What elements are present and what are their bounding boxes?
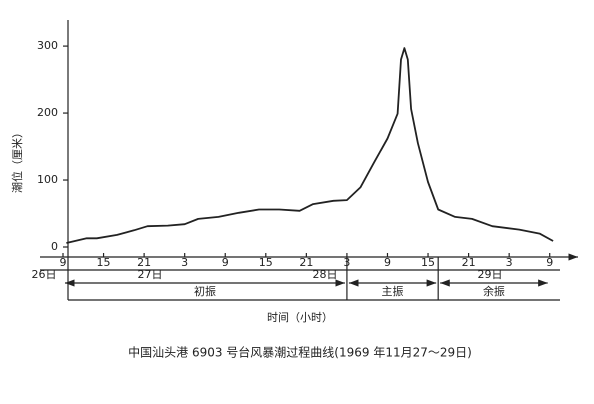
day-label: 27日: [138, 268, 163, 281]
day-label: 28日: [313, 268, 338, 281]
x-tick-label: 3: [506, 256, 513, 269]
y-tick-label: 100: [37, 173, 58, 186]
x-tick-label: 15: [259, 256, 273, 269]
y-tick-label: 200: [37, 106, 58, 119]
x-tick-label: 9: [546, 256, 553, 269]
phase-label: 余振: [483, 284, 505, 298]
x-tick-label: 21: [137, 256, 151, 269]
tide-line: [66, 47, 554, 244]
x-tick-label: 3: [181, 256, 188, 269]
x-axis-label: 时间（小时）: [267, 311, 333, 324]
day-label: 29日: [478, 268, 503, 281]
x-tick-label: 15: [421, 256, 435, 269]
y-tick-label: 300: [37, 39, 58, 52]
x-tick-label: 9: [60, 256, 67, 269]
x-tick-label: 15: [97, 256, 111, 269]
chart-title: 中国汕头港 6903 号台风暴潮过程曲线(1969 年11月27～29日): [128, 345, 472, 360]
y-tick-label: 0: [51, 240, 58, 253]
x-tick-label: 21: [462, 256, 476, 269]
phase-label: 主振: [382, 284, 404, 298]
x-tick-label: 9: [384, 256, 391, 269]
day-label: 26日: [32, 268, 57, 281]
x-tick-label: 21: [299, 256, 313, 269]
x-tick-label: 9: [222, 256, 229, 269]
phase-label: 初振: [194, 284, 216, 298]
y-axis-label: 潮位（厘米）: [10, 127, 24, 193]
